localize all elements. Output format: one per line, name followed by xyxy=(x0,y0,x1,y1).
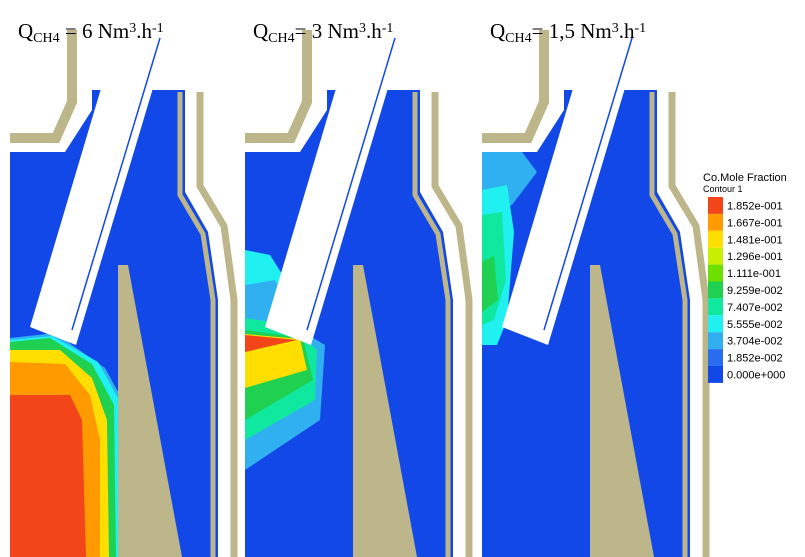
wall xyxy=(431,92,473,557)
legend-label: 1.296e-001 xyxy=(727,251,783,263)
fluid-domain xyxy=(245,90,453,557)
panel-title: QCH4 = 6 Nm3.h-1 xyxy=(18,19,164,46)
fluid-domain xyxy=(482,90,690,557)
legend-title: Co.Mole Fraction xyxy=(703,172,787,184)
legend-label: 7.407e-002 xyxy=(727,302,783,314)
wall xyxy=(196,92,238,557)
contour-panel: QCH4= 3 Nm3.h-1 xyxy=(245,18,473,557)
contour-panel: QCH4 = 6 Nm3.h-1 xyxy=(10,18,238,557)
title-part: 3 xyxy=(612,21,619,36)
title-part: 3 xyxy=(129,21,136,36)
tube-line xyxy=(71,37,161,331)
contour-band xyxy=(10,395,86,557)
legend-label: 0.000e+000 xyxy=(727,369,785,381)
legend-swatch xyxy=(708,264,723,282)
title-part: CH4 xyxy=(33,31,59,46)
legend-label: 1.852e-002 xyxy=(727,353,783,365)
title-part: Q xyxy=(490,19,505,43)
title-part: = 6 Nm xyxy=(60,19,130,43)
panel-title: QCH4= 3 Nm3.h-1 xyxy=(253,19,393,46)
wall xyxy=(668,92,710,557)
legend-swatch xyxy=(708,315,723,333)
legend-swatch xyxy=(708,281,723,299)
title-part: -1 xyxy=(382,21,394,36)
wall-wedge xyxy=(353,265,417,557)
legend-swatch xyxy=(708,230,723,248)
legend-swatch xyxy=(708,247,723,265)
wall-wedge xyxy=(590,265,654,557)
legend-label: 1.111e-001 xyxy=(727,268,781,280)
panel-body xyxy=(245,18,473,557)
burner-tube xyxy=(30,18,168,345)
wall xyxy=(245,30,312,143)
wall xyxy=(649,92,688,557)
wall-wedge xyxy=(118,265,182,557)
legend-label: 1.481e-001 xyxy=(727,234,783,246)
wall xyxy=(10,30,77,143)
tube-line xyxy=(306,37,396,331)
wall xyxy=(177,92,216,557)
legend-subtitle: Contour 1 xyxy=(703,184,743,194)
legend-swatch xyxy=(708,366,723,383)
legend-swatch xyxy=(708,332,723,350)
title-part: Q xyxy=(18,19,33,43)
panel-body xyxy=(482,18,710,557)
legend-label: 9.259e-002 xyxy=(727,285,783,297)
legend-label: 1.852e-001 xyxy=(727,200,783,212)
legend-swatch xyxy=(708,197,723,214)
panel-title: QCH4= 1,5 Nm3.h-1 xyxy=(490,19,646,46)
legend-swatch xyxy=(708,349,723,366)
legend-label: 1.667e-001 xyxy=(727,217,783,229)
title-part: -1 xyxy=(152,21,164,36)
legend-label: 5.555e-002 xyxy=(727,319,783,331)
legend-swatch xyxy=(708,298,723,316)
wall xyxy=(482,30,549,143)
burner-tube xyxy=(265,18,403,345)
title-part: = 1,5 Nm xyxy=(532,19,612,43)
title-part: CH4 xyxy=(505,31,531,46)
panel-body xyxy=(10,18,238,557)
title-part: .h xyxy=(366,19,382,43)
title-part: Q xyxy=(253,19,268,43)
contour-band xyxy=(245,335,297,352)
legend-label: 3.704e-002 xyxy=(727,336,783,348)
title-part: .h xyxy=(136,19,152,43)
wall xyxy=(412,92,451,557)
contour-band xyxy=(482,256,498,312)
title-part: = 3 Nm xyxy=(295,19,359,43)
title-part: -1 xyxy=(634,21,646,36)
contour-panel: QCH4= 1,5 Nm3.h-1 xyxy=(482,18,710,557)
title-part: .h xyxy=(619,19,635,43)
tube-line xyxy=(543,37,633,331)
burner-tube xyxy=(502,18,640,345)
title-part: 3 xyxy=(359,21,366,36)
legend-swatch xyxy=(708,213,723,231)
title-part: CH4 xyxy=(268,31,294,46)
